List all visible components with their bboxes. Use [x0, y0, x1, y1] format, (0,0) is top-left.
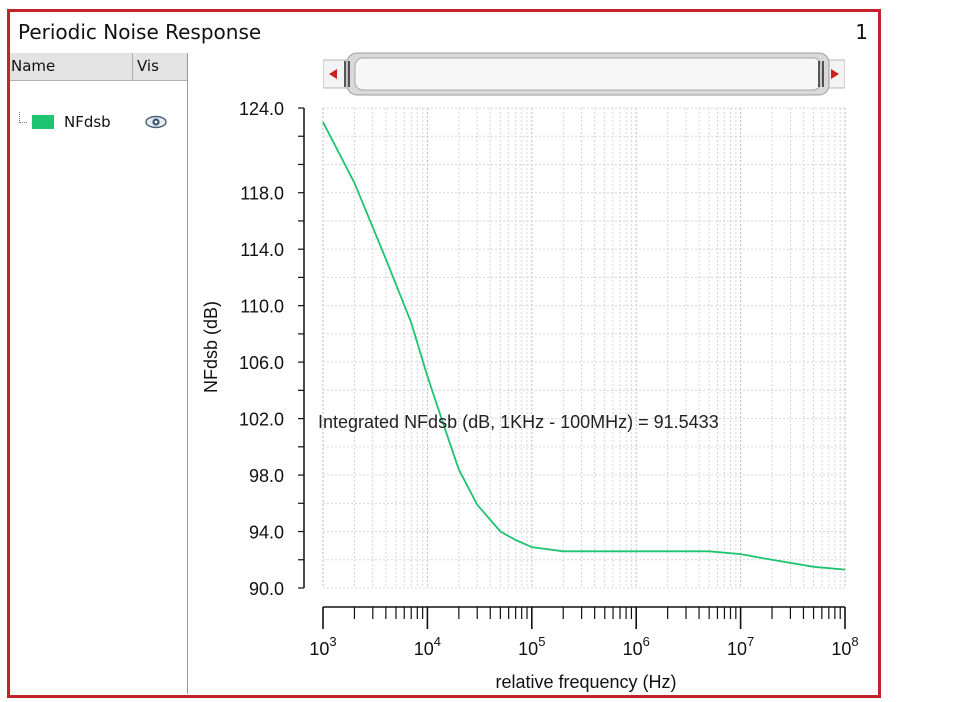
- panel-title: Periodic Noise Response: [18, 20, 262, 44]
- series-line-nfdsb[interactable]: [322, 121, 846, 571]
- series: [322, 121, 846, 571]
- legend-color-swatch[interactable]: [32, 115, 54, 129]
- grid: [322, 107, 846, 589]
- y-tick-label: 114.0: [240, 240, 284, 260]
- left-range-handle[interactable]: [344, 61, 350, 87]
- ticks: 124.0 118.0 114.0 110.0 106.0 102.0 98.0 94.0 90…: [239, 99, 859, 659]
- x-range-scroller[interactable]: [323, 51, 845, 97]
- x-axis-label: relative frequency (Hz): [495, 672, 676, 692]
- eye-icon[interactable]: [145, 114, 167, 130]
- x-tick-label: 107: [727, 634, 754, 659]
- plot-window: Periodic Noise Response 1 Name Vis NFdsb: [7, 9, 881, 698]
- legend-column-name[interactable]: Name: [11, 57, 56, 75]
- y-tick-label: 124.0: [239, 99, 284, 119]
- right-range-handle[interactable]: [818, 61, 824, 87]
- legend-header: Name Vis: [10, 53, 187, 81]
- integrated-noise-annotation: Integrated NFdsb (dB, 1KHz - 100MHz) = 9…: [318, 412, 719, 432]
- column-divider[interactable]: [132, 53, 133, 80]
- axes: [298, 107, 846, 629]
- x-tick-label: 108: [831, 634, 858, 659]
- page-number: 1: [855, 20, 868, 44]
- noise-chart: 124.0 118.0 114.0 110.0 106.0 102.0 98.0 94.0 90…: [201, 99, 859, 692]
- arrow-right-icon[interactable]: [831, 69, 839, 79]
- legend-panel: Name Vis NFdsb: [10, 53, 188, 694]
- x-tick-label: 106: [623, 634, 650, 659]
- y-tick-label: 118.0: [240, 184, 284, 204]
- legend-item-nfdsb[interactable]: NFdsb: [64, 113, 111, 131]
- y-tick-label: 98.0: [249, 466, 284, 486]
- tree-connector: [19, 112, 27, 123]
- x-tick-label: 103: [309, 634, 336, 659]
- arrow-left-icon[interactable]: [329, 69, 337, 79]
- y-tick-label: 90.0: [249, 579, 284, 599]
- y-tick-label: 106.0: [239, 353, 284, 373]
- y-axis-label: NFdsb (dB): [201, 301, 221, 393]
- y-tick-label: 94.0: [249, 523, 284, 543]
- x-tick-label: 105: [518, 634, 545, 659]
- y-tick-label: 102.0: [239, 410, 284, 430]
- legend-column-vis[interactable]: Vis: [137, 57, 159, 75]
- x-tick-label: 104: [414, 634, 441, 659]
- y-tick-label: 110.0: [240, 297, 284, 317]
